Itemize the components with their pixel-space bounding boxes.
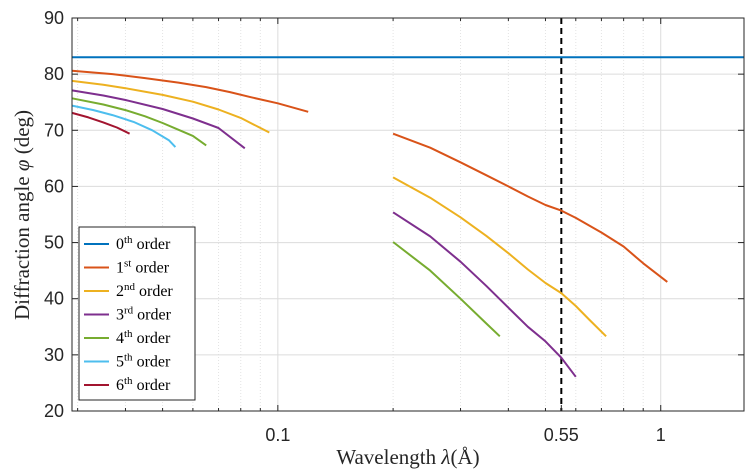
series-5-line — [71, 104, 177, 148]
legend-order-superscript: st — [124, 258, 131, 270]
legend-order-number: 3 — [116, 307, 124, 324]
legend-entry: 2nd order — [116, 281, 173, 300]
y-tick-label: 50 — [44, 233, 64, 253]
legend-order-number: 0 — [116, 236, 124, 253]
legend-order-number: 1 — [116, 260, 124, 277]
y-tick-label: 70 — [44, 120, 64, 140]
legend-order-number: 4 — [116, 330, 124, 347]
y-tick-label: 60 — [44, 176, 64, 196]
legend-order-suffix: order — [133, 307, 171, 324]
y-tick-label: 30 — [44, 345, 64, 365]
legend-entry: 3rd order — [116, 305, 172, 324]
legend-order-suffix: order — [133, 354, 171, 371]
series-6-line — [71, 111, 131, 135]
legend-entry: 4th order — [116, 328, 171, 347]
legend-order-suffix: order — [135, 283, 173, 300]
legend-order-superscript: nd — [124, 281, 136, 293]
y-tick-label: 20 — [44, 401, 64, 421]
y-axis-label-symbol: φ — [10, 159, 34, 171]
axis-ticks — [72, 17, 744, 412]
series-4-line — [392, 241, 501, 338]
legend-entry: 0th order — [116, 234, 171, 253]
series-1-line — [392, 132, 668, 283]
legend-order-suffix: order — [133, 236, 171, 253]
y-axis-label-text: Diffraction angle — [10, 171, 34, 320]
y-axis-label-unit: (deg) — [10, 110, 34, 160]
x-axis-label: Wavelength λ(Å) — [336, 445, 479, 469]
y-axis-label: Diffraction angle φ (deg) — [10, 110, 34, 320]
series-layer — [71, 56, 744, 378]
legend-entry: 5th order — [116, 352, 171, 371]
y-tick-labels: 20 30 40 50 60 70 80 90 — [44, 8, 64, 421]
x-tick-labels: 0.1 0.55 1 — [265, 425, 665, 445]
plot-frame — [71, 17, 745, 412]
series-2-line — [71, 79, 270, 134]
y-tick-label: 40 — [44, 289, 64, 309]
x-tick-label: 1 — [656, 425, 666, 445]
y-tick-label: 80 — [44, 64, 64, 84]
legend-order-superscript: th — [124, 234, 133, 246]
legend-order-superscript: th — [124, 352, 133, 364]
x-tick-label: 0.55 — [544, 425, 579, 445]
x-axis-label-symbol: λ — [440, 445, 450, 469]
legend-order-superscript: th — [124, 375, 133, 387]
legend-order-suffix: order — [133, 330, 171, 347]
legend-order-number: 5 — [116, 354, 124, 371]
x-axis-label-unit: (Å) — [450, 445, 479, 469]
legend-order-suffix: order — [131, 260, 169, 277]
series-1-line — [71, 69, 309, 113]
series-4-line — [71, 97, 207, 147]
legend-order-suffix: order — [133, 377, 171, 394]
legend-entry: 1st order — [116, 258, 170, 277]
series-3-line — [392, 211, 577, 378]
x-axis-label-text: Wavelength — [336, 445, 441, 469]
legend-order-number: 2 — [116, 283, 124, 300]
legend-order-superscript: th — [124, 328, 133, 340]
y-tick-label: 90 — [44, 8, 64, 28]
legend-entry: 6th order — [116, 375, 171, 394]
legend-order-superscript: rd — [124, 305, 134, 317]
series-3-line — [71, 89, 246, 150]
series-2-line — [392, 176, 607, 338]
legend-order-number: 6 — [116, 377, 124, 394]
x-tick-label: 0.1 — [265, 425, 290, 445]
